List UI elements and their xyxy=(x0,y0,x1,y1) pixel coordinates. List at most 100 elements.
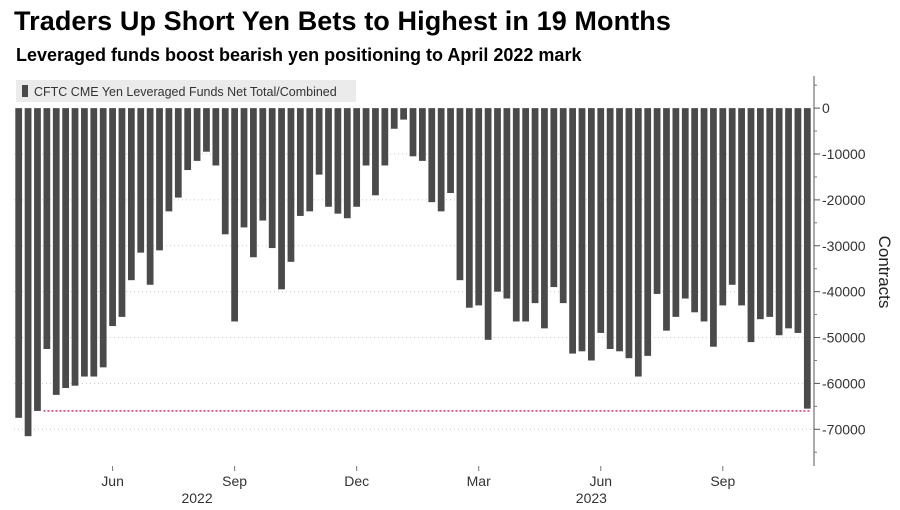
x-tick-label: Sep xyxy=(710,473,735,489)
bar xyxy=(419,108,426,161)
bar xyxy=(569,108,576,354)
bar xyxy=(287,108,295,262)
bar xyxy=(325,108,332,207)
bar xyxy=(531,108,539,304)
bar xyxy=(719,108,727,306)
bar xyxy=(118,108,126,317)
bar xyxy=(766,108,774,317)
legend: CFTC CME Yen Leveraged Funds Net Total/C… xyxy=(16,80,356,102)
y-tick-label: -20000 xyxy=(822,192,866,208)
bar xyxy=(747,108,755,343)
bar xyxy=(578,108,586,352)
bar xyxy=(315,108,323,175)
legend-swatch xyxy=(22,85,28,97)
bar xyxy=(268,108,276,249)
bar xyxy=(306,108,314,212)
bar xyxy=(137,108,145,253)
bar xyxy=(803,108,811,409)
bar xyxy=(653,108,661,294)
bar xyxy=(278,108,285,290)
bar xyxy=(634,108,642,377)
bar xyxy=(362,108,370,166)
bar xyxy=(52,108,60,395)
bar xyxy=(644,108,652,356)
chart-title: Traders Up Short Yen Bets to Highest in … xyxy=(14,6,672,36)
y-axis: 0 -10000 -20000 -30000 -40000 -50000 -60000 -70… xyxy=(813,76,866,466)
bar xyxy=(165,108,173,212)
bar xyxy=(494,108,501,292)
bar xyxy=(174,108,182,198)
legend-label: CFTC CME Yen Leveraged Funds Net Total/C… xyxy=(34,85,337,99)
x-tick-label: Jun xyxy=(101,473,124,489)
bar xyxy=(503,108,511,299)
bar xyxy=(588,108,595,361)
bar xyxy=(259,108,267,221)
bar xyxy=(343,108,351,219)
bar xyxy=(409,108,417,157)
bar xyxy=(381,108,389,166)
bar xyxy=(334,108,342,214)
bar-series xyxy=(15,108,811,437)
bar xyxy=(15,108,23,418)
bar xyxy=(24,108,32,437)
bar xyxy=(606,108,614,350)
y-axis-label: Contracts xyxy=(875,236,894,309)
bar xyxy=(428,108,436,203)
bar xyxy=(184,108,192,171)
bar xyxy=(681,108,689,299)
bar xyxy=(372,108,379,196)
y-tick-label: -70000 xyxy=(822,421,866,437)
bar xyxy=(353,108,361,207)
x-tick-label: Sep xyxy=(222,473,247,489)
y-tick-label: -10000 xyxy=(822,146,866,162)
bar xyxy=(728,108,736,285)
y-tick-label: -50000 xyxy=(822,330,866,346)
bar xyxy=(127,108,135,281)
bar xyxy=(691,108,699,313)
bar xyxy=(756,108,764,320)
bar xyxy=(465,108,473,308)
y-tick-label: -60000 xyxy=(822,375,866,391)
y-tick-label: 0 xyxy=(822,100,830,116)
bar xyxy=(212,108,220,166)
bar xyxy=(625,108,633,359)
bar xyxy=(400,108,407,120)
bar xyxy=(700,108,708,322)
bar xyxy=(99,108,107,368)
bar xyxy=(109,108,116,327)
bar xyxy=(447,108,454,193)
bar xyxy=(221,108,229,235)
bar xyxy=(663,108,670,331)
bar xyxy=(522,108,530,322)
x-tick-label: Mar xyxy=(467,473,491,489)
bar xyxy=(785,108,792,329)
y-tick-label: -40000 xyxy=(822,284,866,300)
bar xyxy=(81,108,88,377)
bar xyxy=(34,108,41,411)
bar xyxy=(616,108,623,352)
bar xyxy=(203,108,210,152)
bar xyxy=(43,108,51,350)
bar xyxy=(794,108,802,333)
x-axis: Jun Sep Dec Mar Jun Sep 2022 2023 xyxy=(101,466,735,506)
bar xyxy=(597,108,605,333)
bar xyxy=(90,108,98,377)
bar xyxy=(512,108,520,322)
bar xyxy=(475,108,483,306)
bar xyxy=(193,108,201,161)
bar xyxy=(390,108,398,129)
legend-background xyxy=(16,80,356,102)
bar xyxy=(296,108,304,216)
bar xyxy=(250,108,257,258)
bar xyxy=(672,108,680,317)
bar xyxy=(437,108,445,212)
bar xyxy=(541,108,548,329)
bar xyxy=(775,108,783,336)
bar xyxy=(550,108,558,288)
bar xyxy=(240,108,248,228)
y-tick-label: -30000 xyxy=(822,238,866,254)
chart-subtitle: Leveraged funds boost bearish yen positi… xyxy=(16,45,582,65)
bar xyxy=(484,108,492,340)
x-tick-label: Jun xyxy=(589,473,612,489)
